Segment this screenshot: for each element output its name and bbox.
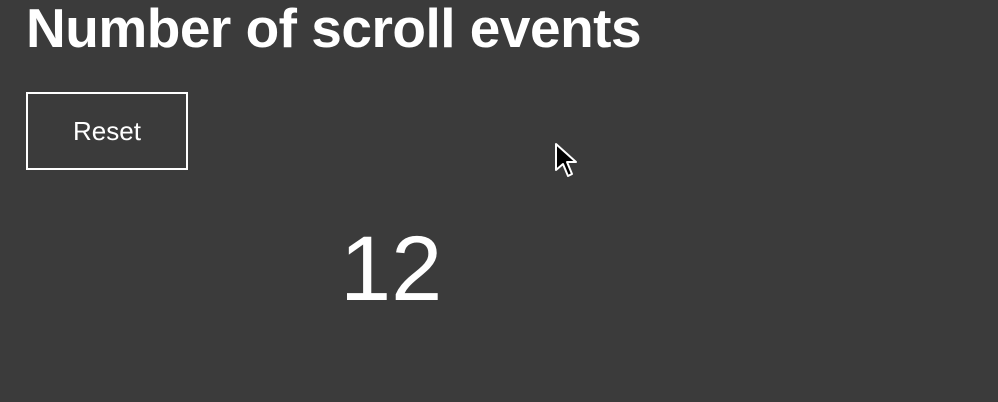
reset-button-label: Reset xyxy=(73,116,141,146)
page-title: Number of scroll events xyxy=(26,0,642,59)
reset-button[interactable]: Reset xyxy=(26,92,188,170)
mouse-pointer-icon xyxy=(555,143,577,177)
scroll-event-count: 12 xyxy=(340,218,443,320)
